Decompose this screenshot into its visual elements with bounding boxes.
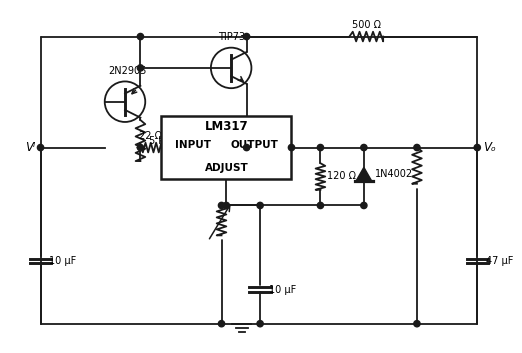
Circle shape [257, 321, 263, 327]
Text: 5 kΩ: 5 kΩ [149, 136, 172, 145]
Text: ADJUST: ADJUST [205, 163, 248, 173]
Text: 10 μF: 10 μF [49, 256, 77, 266]
Text: Vᴵ: Vᴵ [25, 141, 35, 154]
Circle shape [218, 202, 224, 209]
Text: 47 μF: 47 μF [486, 256, 513, 266]
Circle shape [38, 144, 44, 151]
Circle shape [243, 34, 250, 40]
Circle shape [361, 144, 367, 151]
Circle shape [414, 321, 420, 327]
Text: 120 Ω: 120 Ω [327, 172, 356, 181]
Circle shape [137, 144, 144, 151]
Circle shape [218, 321, 224, 327]
Circle shape [414, 144, 420, 151]
Text: 2N2905: 2N2905 [108, 66, 147, 76]
FancyBboxPatch shape [161, 116, 291, 179]
Text: 10 μF: 10 μF [269, 285, 296, 295]
Polygon shape [356, 167, 372, 181]
Circle shape [137, 65, 144, 71]
Text: INPUT: INPUT [175, 140, 211, 150]
Circle shape [474, 144, 480, 151]
Text: Vₒ: Vₒ [483, 141, 496, 154]
Circle shape [243, 144, 250, 151]
Text: LM317: LM317 [205, 120, 248, 133]
Text: 22 Ω: 22 Ω [139, 131, 162, 141]
Circle shape [223, 202, 230, 209]
Text: TIP73: TIP73 [218, 32, 245, 42]
Circle shape [317, 202, 324, 209]
Circle shape [257, 202, 263, 209]
Text: 1N4002: 1N4002 [374, 169, 412, 179]
Circle shape [137, 34, 144, 40]
Text: 500 Ω: 500 Ω [352, 20, 381, 30]
Circle shape [317, 144, 324, 151]
Text: OUTPUT: OUTPUT [230, 140, 278, 150]
Circle shape [361, 202, 367, 209]
Circle shape [288, 144, 294, 151]
